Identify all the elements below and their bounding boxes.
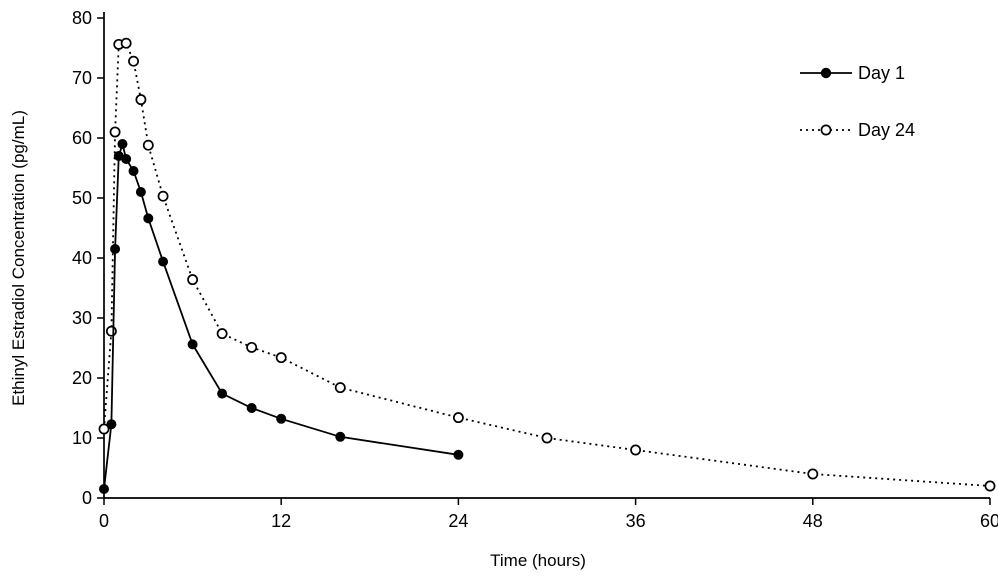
data-point-filled-circle [121,154,132,164]
data-point-open-circle [630,444,642,456]
data-point-open-circle [452,412,464,424]
data-point-filled-circle [158,256,169,267]
legend: Day 1 Day 24 [800,63,915,140]
data-point-filled-circle [110,244,121,254]
data-point-open-circle [98,423,110,435]
data-point-filled-circle [135,187,146,197]
y-tick-label: 70 [72,68,92,88]
data-point-open-circle [105,325,117,337]
data-point-open-circle [216,328,228,340]
data-point-open-circle [187,274,199,286]
data-point-open-circle [246,341,258,353]
legend-label-day1: Day 1 [858,63,905,83]
x-tick-label: 36 [626,511,646,531]
y-tick-label: 80 [72,8,92,28]
data-point-filled-circle [453,449,464,460]
data-point-filled-circle [99,484,109,494]
data-point-open-circle [142,139,154,151]
y-tick-label: 60 [72,128,92,148]
legend-item-day24: Day 24 [800,120,915,140]
series-line-day24 [103,42,991,487]
data-point-filled-circle [143,213,154,224]
y-tick-label: 0 [82,488,92,508]
series-line-day1 [103,140,459,490]
open-circle-marker-icon [820,124,832,136]
data-point-open-circle [120,37,132,49]
filled-circle-marker-icon [820,67,832,79]
y-tick-label: 50 [72,188,92,208]
data-point-open-circle [135,94,147,106]
data-point-open-circle [109,126,121,138]
data-point-filled-circle [106,419,117,430]
data-point-filled-circle [217,388,228,399]
y-tick-label: 10 [72,428,92,448]
data-point-filled-circle [335,431,346,442]
data-point-open-circle [807,468,819,480]
x-tick-label: 24 [448,511,468,531]
data-point-filled-circle [128,166,139,176]
y-tick-label: 20 [72,368,92,388]
data-point-open-circle [157,190,169,202]
x-tick-label: 48 [803,511,823,531]
data-point-open-circle [128,55,139,67]
legend-item-day1: Day 1 [800,63,905,83]
data-point-open-circle [275,352,287,364]
y-tick-label: 40 [72,248,92,268]
x-tick-label: 60 [980,511,998,531]
data-point-filled-circle [276,413,287,424]
x-tick-label: 12 [271,511,291,531]
data-point-filled-circle [117,139,128,149]
y-tick-label: 30 [72,308,92,328]
plot-layer: 0 10 20 30 40 50 60 70 80 0 12 24 36 48 60 [72,8,998,531]
data-point-filled-circle [246,403,257,413]
y-axis-label: Ethinyl Estradiol Concentration (pg/mL) [9,110,28,406]
data-point-open-circle [334,382,346,394]
data-point-open-circle [984,480,996,492]
x-axis-label: Time (hours) [490,551,586,570]
data-point-open-circle [541,432,553,444]
x-tick-label: 0 [99,511,109,531]
data-point-filled-circle [187,339,198,350]
legend-label-day24: Day 24 [858,120,915,140]
